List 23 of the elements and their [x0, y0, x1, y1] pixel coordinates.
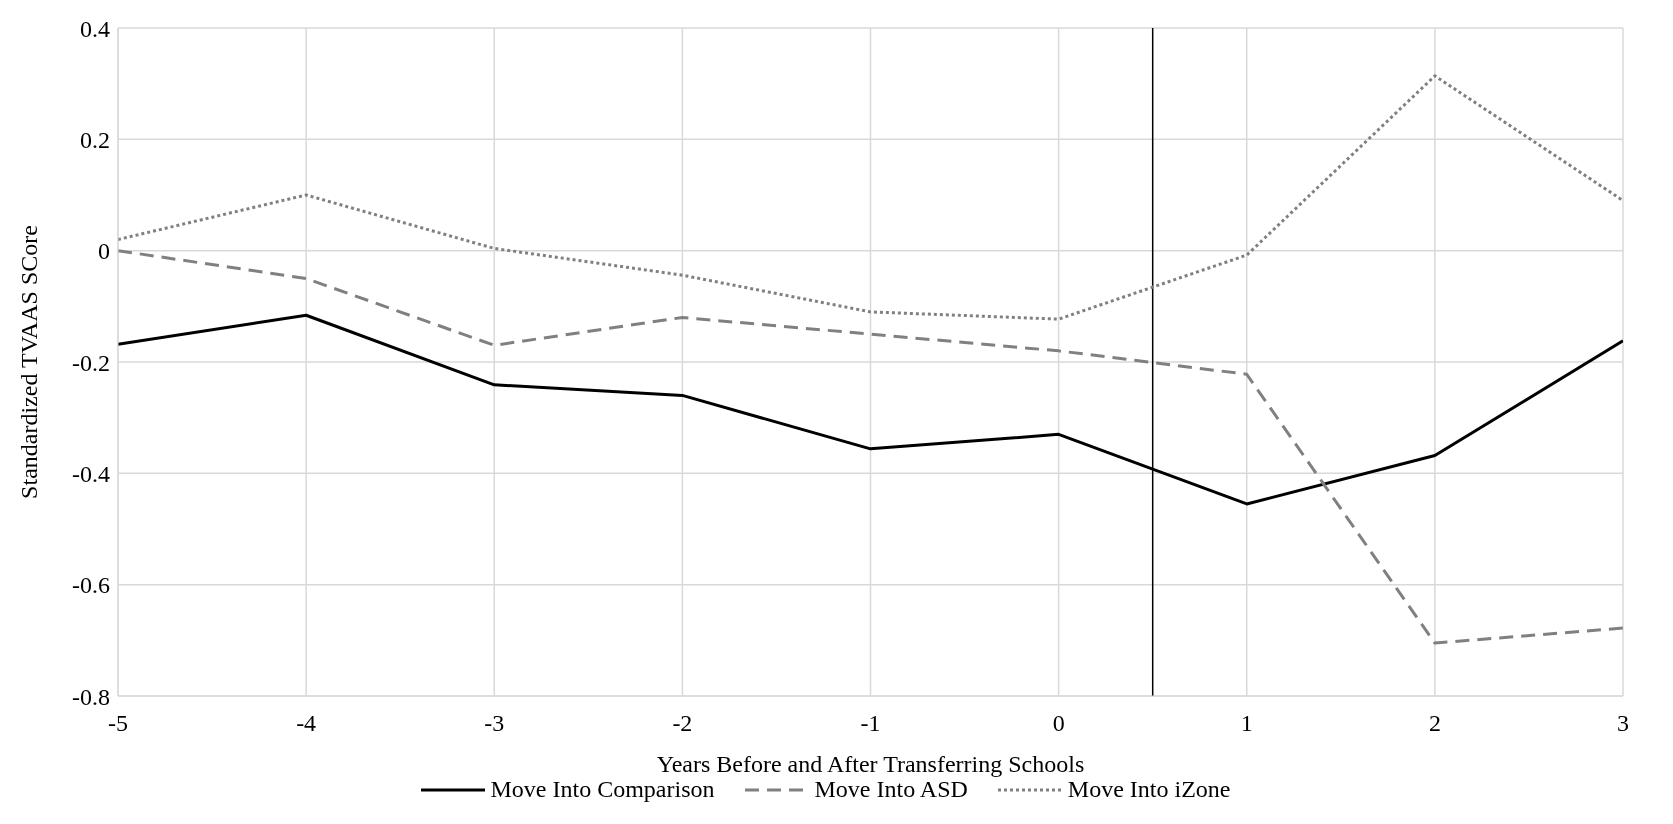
y-tick-label: -0.2: [72, 349, 110, 376]
x-tick-label: 2: [1428, 710, 1441, 737]
x-tick-label: -5: [108, 710, 128, 737]
x-tick-label: -2: [672, 710, 693, 737]
legend-label: Move Into iZone: [1067, 776, 1231, 803]
x-tick-label: 0: [1052, 710, 1065, 737]
legend-label: Move Into Comparison: [490, 776, 715, 803]
y-tick-label: -0.8: [72, 683, 110, 710]
line-series: [118, 249, 1623, 645]
x-tick-label: 3: [1617, 710, 1629, 737]
x-axis-title: Years Before and After Transferring Schools: [656, 751, 1085, 777]
y-tick-label: -0.4: [72, 460, 110, 487]
y-tick-label: 0.4: [80, 15, 110, 42]
x-tick-label: -4: [296, 710, 317, 737]
x-tick-label: -1: [860, 710, 881, 737]
x-tick-label: 1: [1240, 710, 1253, 737]
y-tick-label: 0: [98, 238, 110, 265]
x-tick-label: -3: [484, 710, 505, 737]
line-series: [118, 74, 1623, 321]
y-tick-label: -0.6: [72, 572, 110, 599]
y-tick-label: 0.2: [80, 126, 110, 153]
y-axis-title: Standardized TVAAS SCore: [15, 225, 42, 499]
legend-label: Move Into ASD: [814, 776, 968, 803]
